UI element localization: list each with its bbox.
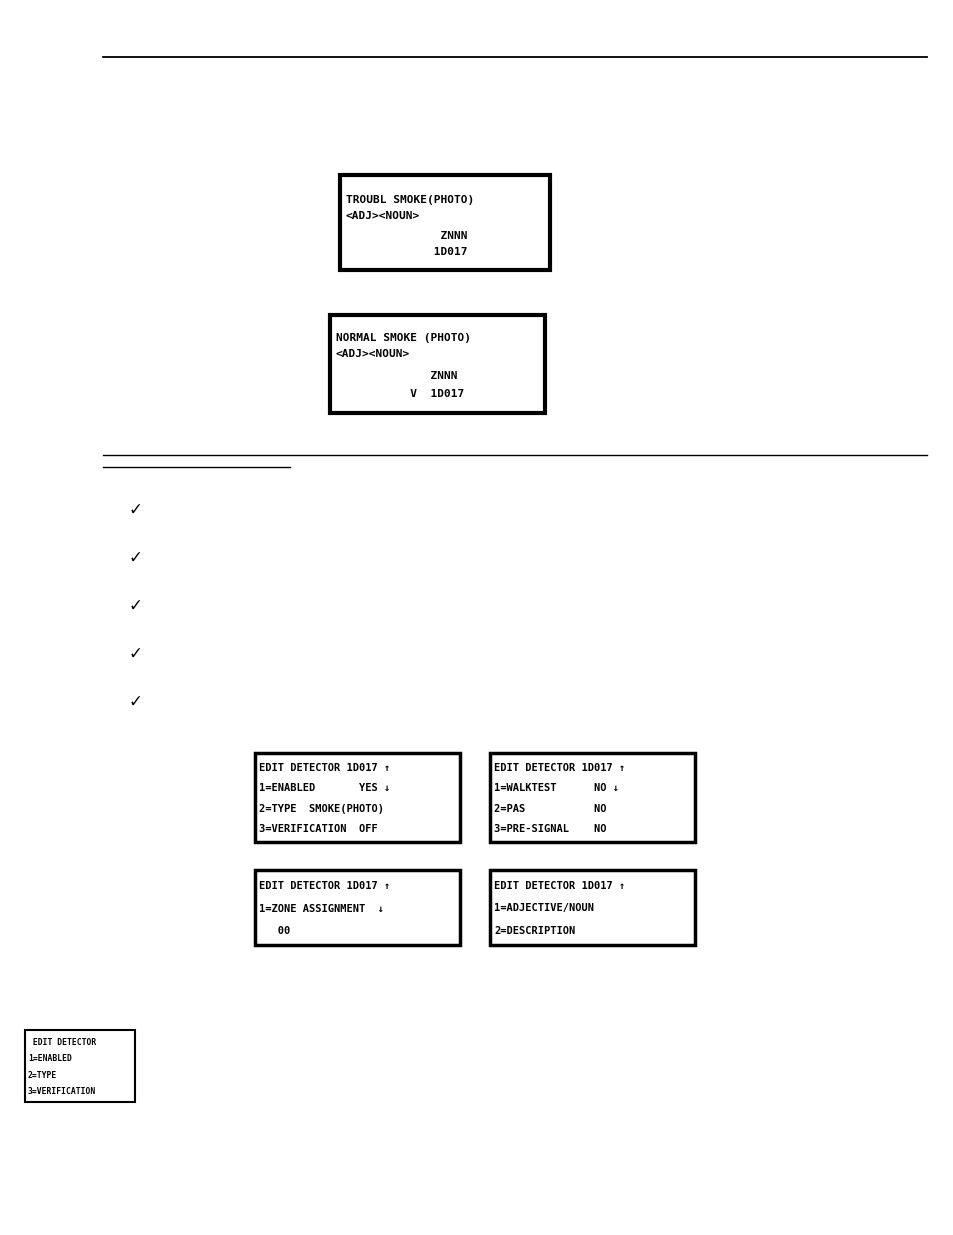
Text: EDIT DETECTOR 1D017 ↑: EDIT DETECTOR 1D017 ↑ (494, 763, 624, 773)
Text: 1=ENABLED       YES ↓: 1=ENABLED YES ↓ (258, 783, 390, 793)
Text: 3=VERIFICATION: 3=VERIFICATION (28, 1087, 96, 1097)
Text: ✓: ✓ (128, 693, 142, 711)
Text: 1=WALKTEST      NO ↓: 1=WALKTEST NO ↓ (494, 783, 618, 793)
Text: 2=PAS           NO: 2=PAS NO (494, 804, 606, 814)
Text: 3=PRE-SIGNAL    NO: 3=PRE-SIGNAL NO (494, 824, 606, 834)
Text: 2=DESCRIPTION: 2=DESCRIPTION (494, 926, 575, 936)
Text: 2=TYPE: 2=TYPE (28, 1071, 57, 1079)
Text: 1D017: 1D017 (346, 247, 467, 257)
Bar (25, 1030, 135, 1102)
Text: ✓: ✓ (128, 597, 142, 615)
Text: EDIT DETECTOR 1D017 ↑: EDIT DETECTOR 1D017 ↑ (494, 881, 624, 892)
Text: ✓: ✓ (128, 501, 142, 519)
Text: NORMAL SMOKE (PHOTO): NORMAL SMOKE (PHOTO) (335, 333, 471, 343)
Bar (254, 753, 459, 842)
Text: ✓: ✓ (128, 645, 142, 663)
Bar (490, 753, 695, 842)
Text: ZNNN: ZNNN (335, 370, 457, 382)
Text: 1=ENABLED: 1=ENABLED (28, 1055, 71, 1063)
Bar (490, 869, 695, 945)
Text: V  1D017: V 1D017 (335, 389, 464, 399)
Text: EDIT DETECTOR 1D017 ↑: EDIT DETECTOR 1D017 ↑ (258, 763, 390, 773)
Text: 1=ADJECTIVE/NOUN: 1=ADJECTIVE/NOUN (494, 904, 594, 914)
Text: EDIT DETECTOR 1D017 ↑: EDIT DETECTOR 1D017 ↑ (258, 881, 390, 892)
Bar (254, 869, 459, 945)
Bar (339, 175, 550, 270)
Text: ✓: ✓ (128, 550, 142, 567)
Text: <ADJ><NOUN>: <ADJ><NOUN> (346, 211, 420, 221)
Text: 00: 00 (258, 926, 290, 936)
Text: 3=VERIFICATION  OFF: 3=VERIFICATION OFF (258, 824, 377, 834)
Text: 1=ZONE ASSIGNMENT  ↓: 1=ZONE ASSIGNMENT ↓ (258, 904, 384, 914)
Text: ZNNN: ZNNN (346, 231, 467, 241)
Text: <ADJ><NOUN>: <ADJ><NOUN> (335, 350, 410, 359)
Text: EDIT DETECTOR: EDIT DETECTOR (28, 1037, 96, 1047)
Text: TROUBL SMOKE(PHOTO): TROUBL SMOKE(PHOTO) (346, 195, 474, 205)
Text: 2=TYPE  SMOKE(PHOTO): 2=TYPE SMOKE(PHOTO) (258, 804, 384, 814)
Bar (330, 315, 544, 412)
